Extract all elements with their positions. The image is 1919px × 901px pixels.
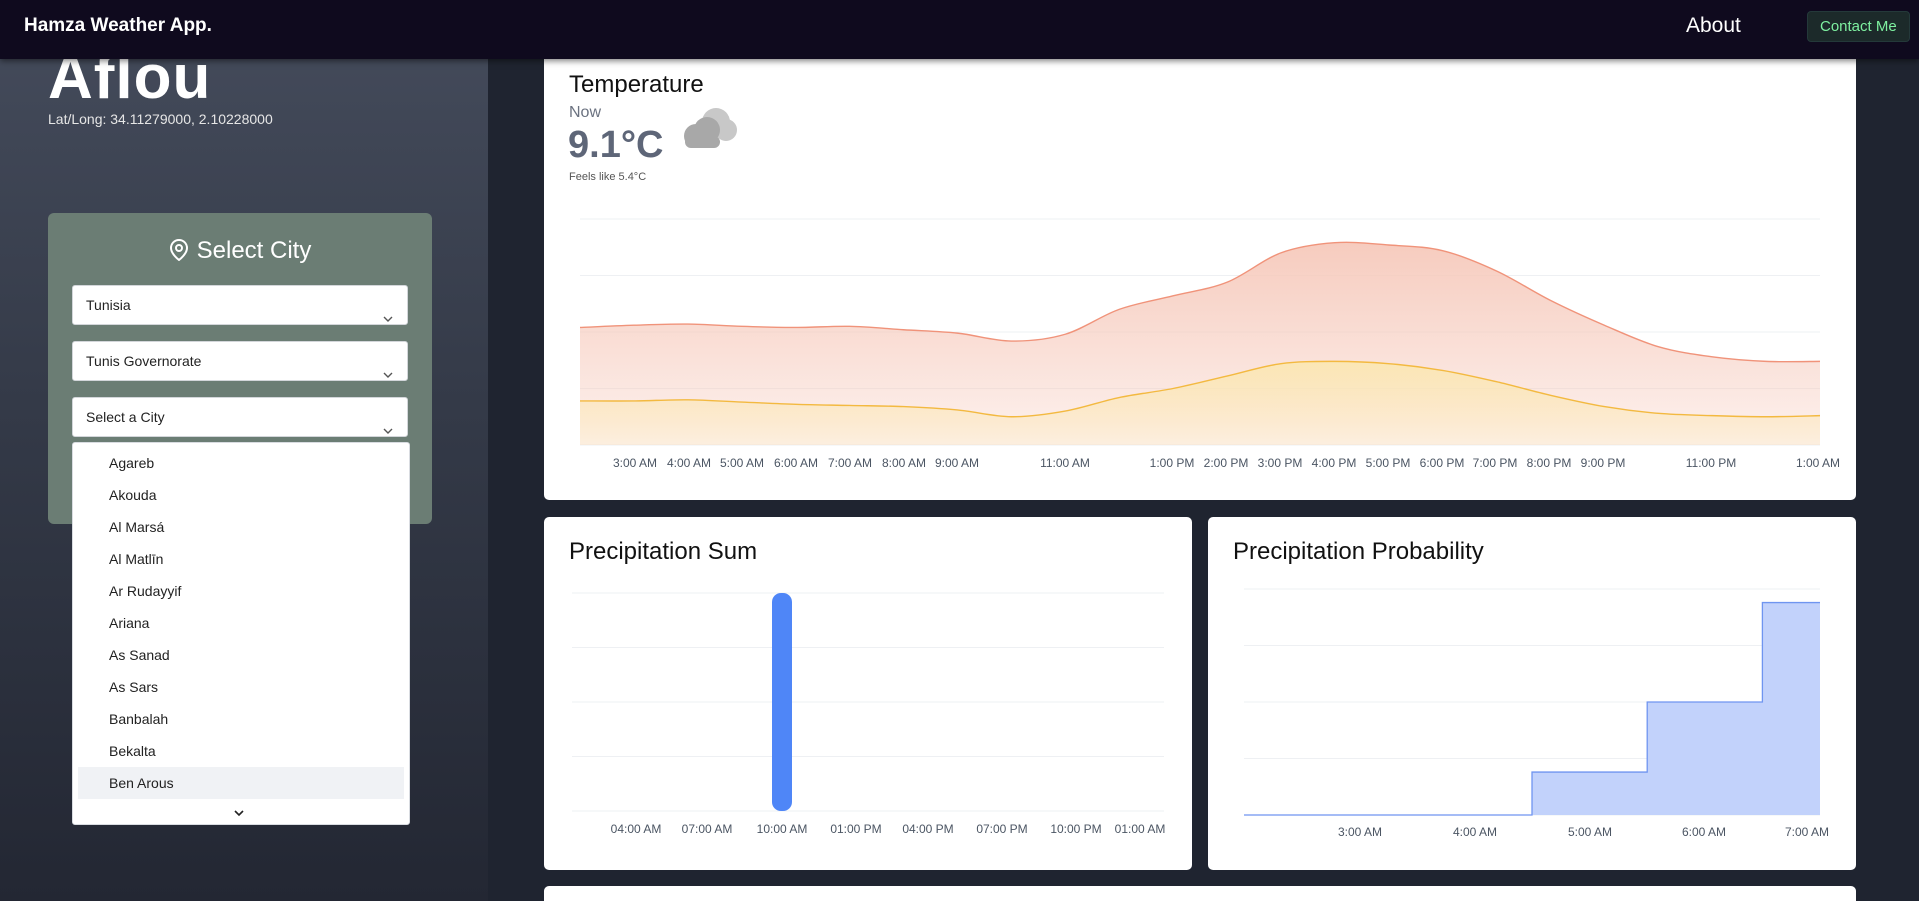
next-card-partial [544,886,1856,901]
x-tick-label: 10:00 PM [1050,822,1102,836]
x-tick-label: 1:00 PM [1149,456,1195,470]
cloud-icon [674,100,744,165]
x-tick-label: 5:00 PM [1365,456,1411,470]
city-option[interactable]: As Sanad [109,647,170,663]
probability-area [1244,602,1820,815]
probability-line [1244,601,1820,816]
precipitation-sum-title: Precipitation Sum [569,538,758,565]
city-option[interactable]: Al Matlīn [109,551,164,567]
feels-like-text: Feels like 5.4°C [569,171,647,183]
temperature-title: Temperature [569,71,704,98]
temperature-card: Temperature Now 9.1°C Feels like 5.4°C 3… [544,50,1856,500]
country-select-value: Tunisia [86,297,131,313]
contact-button[interactable]: Contact Me [1807,11,1910,42]
x-tick-label: 7:00 PM [1472,456,1518,470]
x-tick-label: 6:00 PM [1419,456,1465,470]
city-dropdown-list: Agareb Akouda Al Marsá Al Matlīn Ar Ruda… [72,442,410,825]
x-tick-label: 07:00 AM [681,822,733,836]
city-select[interactable]: Select a City [72,397,408,437]
x-tick-label: 10:00 AM [756,822,808,836]
precipitation-bar [772,593,792,811]
x-tick-label: 8:00 AM [881,456,927,470]
lat-long-text: Lat/Long: 34.11279000, 2.10228000 [48,111,273,127]
chevron-down-icon [383,412,393,450]
x-tick-label: 5:00 AM [1567,825,1613,839]
x-tick-label: 6:00 AM [1681,825,1727,839]
city-select-placeholder: Select a City [86,409,165,425]
nav-about-link[interactable]: About [1686,14,1741,37]
city-option-highlighted[interactable]: Ben Arous [78,767,404,799]
temperature-area [580,361,1820,445]
temperature-line [579,241,1821,363]
x-tick-label: 3:00 PM [1257,456,1303,470]
navbar: Hamza Weather App. About Contact Me [0,0,1919,59]
city-option[interactable]: Akouda [109,487,157,503]
current-temperature: 9.1°C [568,124,664,166]
x-tick-label: 4:00 AM [666,456,712,470]
x-tick-label: 3:00 AM [1337,825,1383,839]
x-tick-label: 8:00 PM [1526,456,1572,470]
x-tick-label: 4:00 AM [1452,825,1498,839]
x-tick-label: 07:00 PM [976,822,1028,836]
x-tick-label: 04:00 AM [610,822,662,836]
scroll-down-icon[interactable] [233,805,245,823]
x-tick-label: 3:00 AM [612,456,658,470]
x-tick-label: 1:00 AM [1795,456,1841,470]
x-tick-label: 7:00 AM [1784,825,1830,839]
city-option[interactable]: As Sars [109,679,159,695]
x-tick-label: 9:00 PM [1580,456,1626,470]
country-select[interactable]: Tunisia [72,285,408,325]
x-tick-label: 01:00 PM [830,822,882,836]
precipitation-probability-card: Precipitation Probability 3:00 AM 4:00 AM… [1208,517,1856,870]
city-option[interactable]: Al Marsá [109,519,165,535]
city-option[interactable]: Ar Rudayyif [109,583,182,599]
x-tick-label: 4:00 PM [1311,456,1357,470]
chevron-down-icon [383,300,393,338]
temperature-chart [579,218,1821,446]
precipitation-sum-chart [572,592,1164,812]
city-option[interactable]: Bekalta [109,743,156,759]
x-tick-label: 2:00 PM [1203,456,1249,470]
x-tick-label: 7:00 AM [827,456,873,470]
x-tick-label: 11:00 AM [1040,456,1090,470]
precipitation-probability-chart [1244,588,1820,816]
select-city-title: Select City [48,237,432,268]
x-tick-label: 5:00 AM [719,456,765,470]
governorate-select[interactable]: Tunis Governorate [72,341,408,381]
city-option[interactable]: Banbalah [109,711,169,727]
x-tick-label: 9:00 AM [934,456,980,470]
select-city-label: Select City [196,237,312,264]
precipitation-probability-title: Precipitation Probability [1233,538,1484,565]
location-sidebar: Aflou Lat/Long: 34.11279000, 2.10228000 … [0,0,488,901]
city-option[interactable]: Agareb [109,455,155,471]
select-city-card: Select City Tunisia Tunis Governorate Se… [48,213,432,524]
now-label: Now [569,104,602,121]
temperature-line [579,360,1821,418]
brand-title[interactable]: Hamza Weather App. [24,15,212,36]
x-tick-label: 04:00 PM [902,822,954,836]
x-tick-label: 11:00 PM [1685,456,1737,470]
chevron-down-icon [383,356,393,394]
x-tick-label: 6:00 AM [773,456,819,470]
city-option[interactable]: Ariana [109,615,150,631]
x-tick-label: 01:00 AM [1114,822,1166,836]
governorate-select-value: Tunis Governorate [86,353,202,369]
precipitation-sum-card: Precipitation Sum 04:00 AM 07:00 AM 10:00 … [544,517,1192,870]
map-pin-icon [169,238,189,268]
